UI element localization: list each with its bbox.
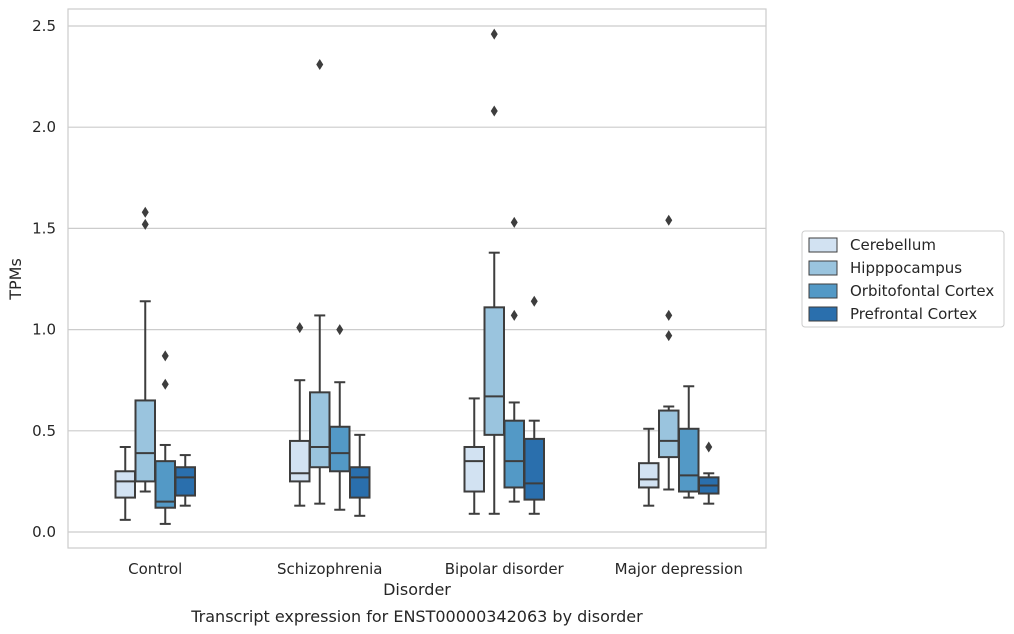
outlier-point (490, 105, 498, 117)
box-schizophrenia (309, 58, 331, 505)
outlier-point (665, 214, 673, 226)
outlier-point (510, 309, 518, 321)
legend-swatch (808, 260, 838, 276)
box-schizophrenia (349, 433, 371, 517)
box-iqr (134, 399, 156, 483)
box-iqr (114, 470, 136, 499)
outlier-point (161, 378, 169, 390)
legend-item: Orbitofontal Cortex (808, 282, 994, 300)
box-iqr (483, 306, 505, 436)
y-tick-labels: 0.0 0.5 1.0 1.5 2.0 2.5 (32, 17, 56, 541)
legend-label: Hipppocampus (850, 259, 962, 277)
outlier-point (161, 350, 169, 362)
outlier-point (336, 324, 344, 336)
legend-item: Cerebellum (808, 236, 936, 254)
x-tick-label: Schizophrenia (277, 560, 382, 578)
box-iqr (309, 391, 331, 469)
outlier-point (530, 295, 538, 307)
legend-swatch (808, 306, 838, 322)
box-bipolar-disorder (463, 397, 485, 515)
outlier-point (705, 441, 713, 453)
box-schizophrenia (329, 324, 351, 511)
x-tick-label: Major depression (615, 560, 743, 578)
x-axis-label: Disorder (383, 580, 451, 599)
legend-label: Prefrontal Cortex (850, 305, 977, 323)
legend: Cerebellum Hipppocampus Orbitofontal Corte… (801, 230, 1005, 328)
series-hipppocampus (134, 28, 680, 515)
y-axis-label: TPMs (6, 258, 25, 301)
box-series-group (114, 28, 720, 525)
legend-item: Hipppocampus (808, 259, 962, 277)
outlier-point (141, 206, 149, 218)
legend-item: Prefrontal Cortex (808, 305, 977, 323)
box-iqr (638, 462, 660, 489)
legend-label: Cerebellum (850, 236, 936, 254)
legend-swatch (808, 283, 838, 299)
box-iqr (503, 419, 525, 489)
box-iqr (523, 437, 545, 501)
box-bipolar-disorder (503, 216, 525, 503)
box-iqr (463, 445, 485, 493)
series-orbitofontal-cortex (154, 216, 700, 525)
y-tick-label: 0.0 (32, 523, 56, 541)
x-tick-label: Bipolar disorder (445, 560, 565, 578)
box-iqr (658, 409, 680, 459)
x-tick-labels: Control Schizophrenia Bipolar disorder Majo… (128, 560, 743, 578)
box-major-depression (678, 385, 700, 499)
series-prefrontal-cortex (174, 295, 720, 517)
outlier-point (490, 28, 498, 40)
box-bipolar-disorder (523, 295, 545, 515)
box-bipolar-disorder (483, 28, 505, 515)
box-control (174, 454, 196, 507)
outlier-point (665, 330, 673, 342)
y-tick-label: 0.5 (32, 422, 56, 440)
box-major-depression (698, 441, 720, 505)
box-major-depression (638, 427, 660, 507)
box-iqr (678, 427, 700, 493)
outlier-point (510, 216, 518, 228)
legend-frame (801, 230, 1005, 328)
box-iqr (349, 466, 371, 499)
figure-caption: Transcript expression for ENST0000034206… (190, 607, 643, 626)
legend-label: Orbitofontal Cortex (850, 282, 994, 300)
box-iqr (289, 439, 311, 483)
box-control (114, 445, 136, 521)
box-iqr (329, 425, 351, 473)
box-control (134, 206, 156, 493)
box-iqr (174, 466, 196, 497)
outlier-point (316, 58, 324, 70)
legend-swatch (808, 237, 838, 253)
y-tick-label: 2.0 (32, 118, 56, 136)
y-tick-label: 1.5 (32, 219, 56, 237)
y-tick-label: 2.5 (32, 17, 56, 35)
y-tick-label: 1.0 (32, 321, 56, 339)
outlier-point (141, 218, 149, 230)
outlier-point (665, 309, 673, 321)
box-major-depression (658, 214, 680, 491)
x-tick-label: Control (128, 560, 182, 578)
outlier-point (296, 322, 304, 334)
